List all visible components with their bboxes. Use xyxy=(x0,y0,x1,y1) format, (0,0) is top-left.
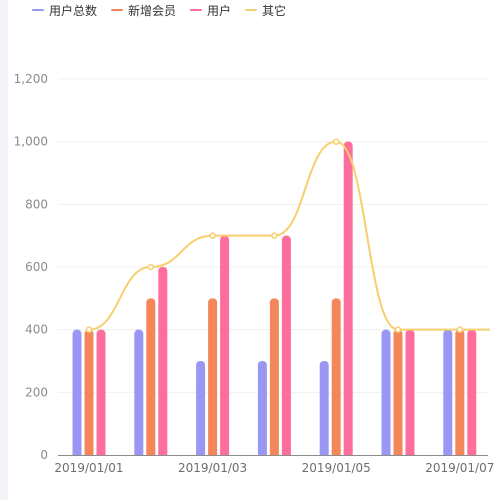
bar-base xyxy=(281,450,291,455)
y-axis-ticks: 0 200 400 600 800 1,000 1,200 xyxy=(14,72,48,462)
bar xyxy=(467,329,477,455)
bar-base xyxy=(331,450,341,455)
legend-item-other[interactable]: 其它 xyxy=(245,2,286,19)
x-tick-label: 2019/01/07 xyxy=(425,461,494,475)
bar xyxy=(96,329,106,455)
bar-base xyxy=(146,450,156,455)
legend-label: 用户总数 xyxy=(49,3,98,18)
bar-base xyxy=(319,450,329,455)
line-point xyxy=(147,263,155,271)
bar-base xyxy=(96,450,106,455)
line-series xyxy=(85,138,490,333)
line-point xyxy=(332,138,340,145)
bar xyxy=(319,361,329,455)
bar-series xyxy=(72,141,477,455)
bar xyxy=(381,329,391,455)
bar-base xyxy=(443,450,453,455)
line-point xyxy=(394,326,402,333)
bar-base xyxy=(134,450,144,455)
bar-base xyxy=(381,450,391,455)
bar-base xyxy=(220,450,230,455)
x-tick-label: 2019/01/01 xyxy=(54,461,123,475)
x-axis-ticks: 2019/01/01 2019/01/03 2019/01/05 2019/01/07 xyxy=(54,461,494,475)
bar-base xyxy=(343,450,353,455)
legend-swatch-icon xyxy=(111,9,124,11)
legend: 用户总数 新增会员 用户 其它 xyxy=(32,2,286,18)
bar xyxy=(269,298,279,455)
bar-base xyxy=(393,450,403,455)
bar xyxy=(146,298,156,455)
line-point xyxy=(209,232,216,239)
line-point xyxy=(85,326,93,333)
bar-base xyxy=(405,450,415,455)
legend-swatch-icon xyxy=(32,9,44,11)
y-tick-label: 1,000 xyxy=(14,135,48,149)
bar-base xyxy=(196,450,206,455)
bar xyxy=(443,329,453,455)
legend-label: 用户 xyxy=(207,3,232,18)
bar xyxy=(196,361,206,455)
bar xyxy=(84,329,94,455)
bar-base xyxy=(455,450,465,455)
bar xyxy=(220,235,230,455)
bar-base xyxy=(158,450,168,455)
bar xyxy=(343,141,353,455)
bar-base xyxy=(257,450,267,455)
y-tick-label: 800 xyxy=(25,197,48,211)
bar xyxy=(257,361,267,455)
bar-base xyxy=(72,450,82,455)
legend-label: 其它 xyxy=(262,3,287,18)
bar xyxy=(331,298,341,455)
y-tick-label: 200 xyxy=(25,385,48,399)
bar xyxy=(455,329,465,455)
bar xyxy=(405,329,415,455)
bar xyxy=(281,235,291,455)
bar-base xyxy=(467,450,477,455)
legend-item-users[interactable]: 用户 xyxy=(190,2,231,19)
bar xyxy=(158,267,168,455)
line-point xyxy=(456,326,464,333)
legend-label: 新增会员 xyxy=(128,3,177,18)
legend-swatch-icon xyxy=(245,9,258,11)
line-point xyxy=(271,232,278,239)
bar-base xyxy=(208,450,218,455)
legend-item-new-members[interactable]: 新增会员 xyxy=(111,2,176,19)
y-tick-label: 0 xyxy=(40,448,48,462)
bar xyxy=(393,329,403,455)
legend-swatch-icon xyxy=(190,9,203,11)
legend-item-total-users[interactable]: 用户总数 xyxy=(32,2,97,19)
left-edge-strip xyxy=(0,0,8,500)
bar xyxy=(72,329,82,455)
bar-base xyxy=(269,450,279,455)
x-tick-label: 2019/01/05 xyxy=(302,461,371,475)
x-tick-label: 2019/01/03 xyxy=(178,461,247,475)
y-tick-label: 1,200 xyxy=(14,72,48,86)
y-tick-label: 400 xyxy=(25,323,48,337)
bar-base xyxy=(84,450,94,455)
y-tick-label: 600 xyxy=(25,260,48,274)
bar xyxy=(208,298,218,455)
bar xyxy=(134,329,144,455)
